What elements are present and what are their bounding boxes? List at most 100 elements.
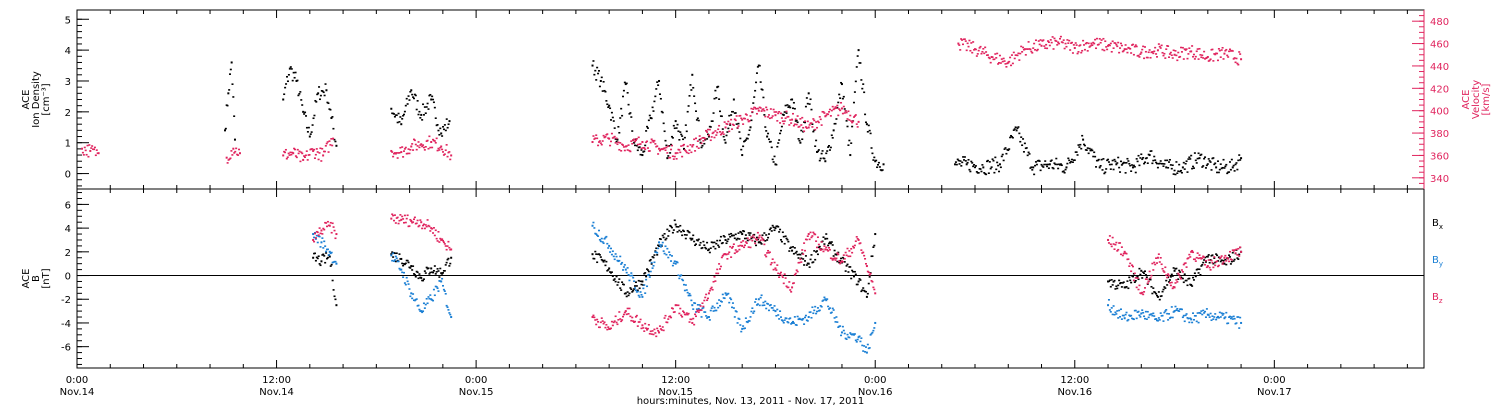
bz-fill-dot xyxy=(642,327,645,329)
density-fill-dot xyxy=(731,110,734,113)
velocity-fill-dot xyxy=(315,148,318,150)
density-fill-dot xyxy=(310,131,313,133)
bz-fill-dot xyxy=(652,333,655,336)
density-fill-dot xyxy=(863,91,866,94)
velocity-fill-dot xyxy=(1104,40,1107,43)
density-fill-dot xyxy=(1223,167,1226,169)
bz-fill-dot xyxy=(1171,287,1174,290)
bx-fill-dot xyxy=(1163,286,1166,288)
by-fill-dot xyxy=(706,317,709,319)
velocity-fill-dot xyxy=(328,140,331,142)
velocity-fill-dot xyxy=(448,151,451,153)
density-fill-dot xyxy=(809,98,812,101)
velocity-fill-dot xyxy=(817,121,820,124)
density-point xyxy=(616,138,619,141)
density-fill-dot xyxy=(1189,158,1192,160)
bx-fill-dot xyxy=(593,257,596,260)
density-point xyxy=(1115,163,1118,166)
density-fill-dot xyxy=(1164,159,1167,162)
velocity-fill-dot xyxy=(92,148,95,151)
velocity-fill-dot xyxy=(294,155,297,157)
by-fill-dot xyxy=(694,302,697,305)
bx-fill-dot xyxy=(666,228,669,231)
bz-fill-dot xyxy=(640,327,643,330)
by-fill-dot xyxy=(1200,310,1203,312)
velocity-fill-dot xyxy=(313,157,316,160)
density-fill-dot xyxy=(820,152,823,155)
velocity-fill-dot xyxy=(393,152,396,154)
by-fill-dot xyxy=(648,276,651,278)
bx-fill-dot xyxy=(814,258,817,261)
y-tick-label: -2 xyxy=(61,295,71,306)
bz-point xyxy=(865,265,868,268)
by-fill-dot xyxy=(1216,316,1219,319)
by-fill-dot xyxy=(1210,319,1213,322)
bx-fill-dot xyxy=(425,266,428,269)
density-fill-dot xyxy=(398,121,401,123)
bx-fill-dot xyxy=(663,233,666,235)
bx-fill-dot xyxy=(1217,256,1220,259)
velocity-point xyxy=(1073,47,1076,50)
velocity-fill-dot xyxy=(808,124,811,126)
by-fill-dot xyxy=(671,264,674,267)
bx-fill-dot xyxy=(828,242,831,245)
density-fill-dot xyxy=(1042,166,1045,168)
by-fill-dot xyxy=(319,246,322,248)
bx-fill-dot xyxy=(1183,273,1186,275)
by-fill-dot xyxy=(432,288,435,291)
by-fill-dot xyxy=(736,322,739,324)
bz-fill-dot xyxy=(755,238,758,240)
velocity-fill-dot xyxy=(1083,44,1086,46)
bx-fill-dot xyxy=(607,269,610,271)
bz-fill-dot xyxy=(677,304,680,307)
density-fill-dot xyxy=(1129,164,1132,167)
by-fill-dot xyxy=(748,320,751,322)
density-fill-dot xyxy=(967,158,970,161)
data-points xyxy=(80,35,1243,354)
by-fill-dot xyxy=(1232,315,1235,318)
bz-fill-dot xyxy=(1222,261,1225,264)
velocity-fill-dot xyxy=(967,45,970,48)
velocity-fill-dot xyxy=(688,149,691,152)
bz-fill-dot xyxy=(1158,261,1161,263)
by-fill-dot xyxy=(1113,313,1116,316)
bx-fill-dot xyxy=(754,240,757,243)
bx-fill-dot xyxy=(763,232,766,234)
by-fill-dot xyxy=(413,299,416,302)
velocity-fill-dot xyxy=(690,151,693,154)
velocity-fill-dot xyxy=(446,155,449,158)
bz-fill-dot xyxy=(1212,266,1215,269)
bz-fill-dot xyxy=(619,318,622,320)
bz-fill-dot xyxy=(1219,256,1222,259)
bx-fill-dot xyxy=(1200,265,1203,267)
density-fill-dot xyxy=(683,136,686,139)
velocity-fill-dot xyxy=(1202,57,1205,59)
density-fill-dot xyxy=(704,138,707,141)
density-fill-dot xyxy=(1194,159,1197,162)
bz-fill-dot xyxy=(405,217,408,220)
bx-fill-dot xyxy=(621,281,624,283)
density-fill-dot xyxy=(872,159,875,161)
bz-point xyxy=(390,217,393,220)
velocity-fill-dot xyxy=(842,105,845,108)
velocity-fill-dot xyxy=(615,137,618,140)
bx-fill-dot xyxy=(1149,278,1152,281)
bx-fill-dot xyxy=(1197,272,1200,274)
bz-fill-dot xyxy=(836,252,839,254)
velocity-point xyxy=(420,143,423,146)
bx-fill-dot xyxy=(813,250,816,252)
bz-fill-dot xyxy=(634,316,637,318)
by-fill-dot xyxy=(644,292,647,294)
velocity-fill-dot xyxy=(1043,45,1046,47)
density-fill-dot xyxy=(692,86,695,89)
bx-fill-dot xyxy=(697,238,700,241)
by-fill-dot xyxy=(818,309,821,312)
bx-fill-dot xyxy=(414,275,417,278)
velocity-fill-dot xyxy=(1010,54,1013,56)
density-fill-dot xyxy=(772,161,775,163)
velocity-fill-dot xyxy=(1017,52,1020,55)
density-fill-dot xyxy=(1109,168,1112,170)
bz-fill-dot xyxy=(444,245,447,247)
density-fill-dot xyxy=(403,110,406,113)
bx-fill-dot xyxy=(747,232,750,234)
